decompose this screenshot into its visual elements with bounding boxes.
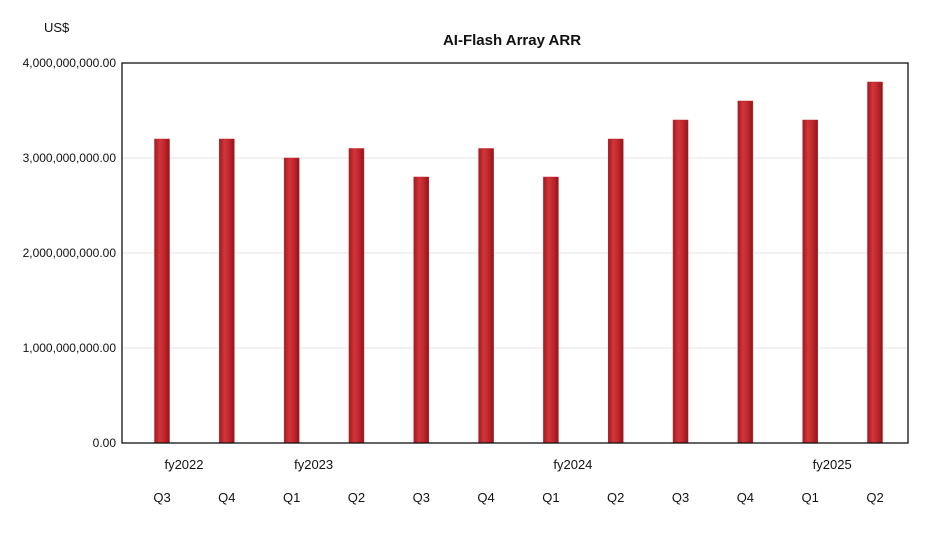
bar <box>348 148 365 444</box>
x-tick-label: Q4 <box>218 490 235 505</box>
y-tick-label: 1,000,000,000.00 <box>23 341 117 355</box>
x-tick-label: Q2 <box>607 490 624 505</box>
y-tick-label: 0.00 <box>93 436 117 450</box>
y-tick-label: 2,000,000,000.00 <box>23 246 117 260</box>
fiscal-year-label: fy2023 <box>294 457 333 472</box>
fiscal-year-label: fy2025 <box>813 457 852 472</box>
x-tick-label: Q1 <box>802 490 819 505</box>
x-tick-label: Q3 <box>153 490 170 505</box>
bar <box>283 157 300 444</box>
x-tick-label: Q2 <box>866 490 883 505</box>
x-tick-label: Q4 <box>477 490 494 505</box>
fiscal-year-label: fy2024 <box>553 457 592 472</box>
y-axis-label: US$ <box>44 20 70 35</box>
bar <box>478 148 494 444</box>
x-tick-label: Q1 <box>283 490 300 505</box>
chart-title: AI-Flash Array ARR <box>443 32 581 49</box>
bar <box>219 138 235 444</box>
bar <box>154 138 170 444</box>
bar <box>737 100 754 444</box>
x-tick-label: Q3 <box>672 490 689 505</box>
fiscal-year-label: fy2022 <box>164 457 203 472</box>
y-tick-label: 4,000,000,000.00 <box>23 56 117 70</box>
x-tick-label: Q3 <box>413 490 430 505</box>
x-tick-label: Q1 <box>542 490 559 505</box>
x-tick-label: Q2 <box>348 490 365 505</box>
bar <box>802 119 818 444</box>
x-tick-label: Q4 <box>737 490 754 505</box>
bar <box>543 176 559 444</box>
plot-area-frame <box>121 62 909 444</box>
bar <box>672 119 689 444</box>
y-tick-label: 3,000,000,000.00 <box>23 151 117 165</box>
bar <box>867 81 883 444</box>
bar <box>607 138 624 444</box>
bar <box>413 176 430 444</box>
